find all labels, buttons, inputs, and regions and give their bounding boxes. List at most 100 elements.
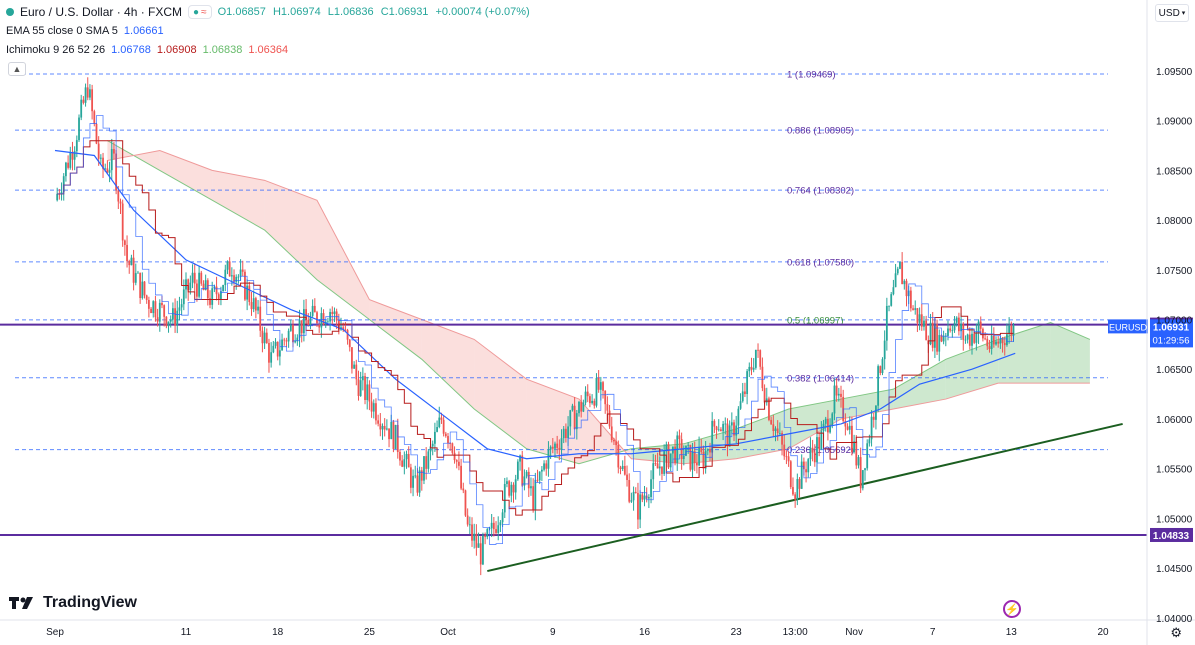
- candle-body: [217, 294, 220, 300]
- candle-body: [285, 340, 288, 342]
- candle-body: [855, 441, 858, 466]
- candle-body: [903, 280, 906, 285]
- candle-body: [920, 314, 923, 327]
- candle-body: [947, 328, 949, 336]
- candle-body: [929, 322, 932, 345]
- candle-body: [606, 404, 609, 411]
- currency-button[interactable]: USD ▾: [1155, 4, 1189, 22]
- candle-body: [154, 301, 157, 318]
- ichimoku-cloud-segment: [317, 200, 370, 320]
- candle-body: [630, 500, 633, 502]
- symbol-tag-bg: [1108, 319, 1148, 334]
- y-tick-label: 1.08500: [1156, 166, 1193, 177]
- candle-body: [813, 452, 816, 463]
- candle-body: [674, 446, 676, 464]
- candle-body: [888, 305, 890, 307]
- candle-body: [272, 345, 275, 353]
- candle-body: [973, 333, 976, 343]
- candle-body: [490, 522, 493, 529]
- candle-body: [637, 492, 639, 520]
- candle-body: [881, 359, 884, 374]
- y-tick-label: 1.05500: [1156, 465, 1193, 476]
- candle-body: [894, 273, 897, 288]
- candle-body: [276, 341, 279, 357]
- candle-body: [735, 425, 738, 436]
- candle-body: [543, 463, 545, 470]
- fib-level-label: 0.886 (1.08905): [787, 126, 854, 137]
- candle-body: [78, 117, 80, 141]
- candle-body: [392, 421, 395, 449]
- x-tick-label: 9: [550, 627, 556, 638]
- candle-body: [899, 262, 901, 269]
- candle-body: [62, 176, 65, 193]
- current-price-tag-bg: [1150, 319, 1193, 348]
- candle-body: [619, 467, 622, 470]
- candle-body: [381, 425, 384, 430]
- eye-icon[interactable]: ●: [193, 6, 200, 18]
- candle-body: [960, 323, 962, 332]
- candle-body: [357, 379, 360, 396]
- candle-body: [364, 376, 366, 400]
- candle-body: [807, 459, 810, 473]
- candle-body: [724, 423, 727, 425]
- candle-body: [414, 475, 417, 477]
- candle-body: [829, 425, 831, 433]
- candle-body: [200, 272, 203, 284]
- candle-body: [538, 471, 541, 481]
- ema-legend[interactable]: EMA 55 close 0 SMA 5 1.06661: [6, 25, 164, 37]
- candle-body: [840, 393, 842, 397]
- candle-body: [890, 294, 893, 306]
- candle-body: [468, 524, 471, 526]
- candle-body: [634, 491, 637, 493]
- candle-body: [156, 317, 159, 322]
- candle-body: [265, 332, 268, 343]
- candle-body: [560, 438, 563, 450]
- candle-body: [477, 543, 480, 548]
- candle-body: [379, 423, 382, 430]
- candle-body: [704, 450, 707, 469]
- candle-body: [792, 487, 794, 495]
- candle-body: [741, 391, 744, 402]
- lightning-icon[interactable]: ⚡: [1003, 600, 1021, 618]
- candle-body: [586, 391, 589, 397]
- candle-body: [97, 143, 100, 159]
- candle-body: [610, 426, 613, 440]
- candle-body: [689, 444, 692, 470]
- candle-body: [968, 334, 971, 346]
- candle-body: [691, 451, 694, 470]
- candle-body: [883, 340, 886, 360]
- candle-body: [359, 380, 362, 396]
- candle-body: [990, 335, 993, 350]
- candle-body: [300, 320, 303, 334]
- candle-body: [499, 522, 502, 526]
- candle-body: [597, 377, 600, 390]
- compare-icon[interactable]: ≈: [201, 6, 207, 18]
- candle-body: [56, 193, 59, 201]
- candle-body: [997, 341, 1000, 344]
- candle-body: [438, 417, 441, 428]
- currency-label: USD: [1158, 7, 1180, 19]
- candle-body: [787, 456, 790, 462]
- candle-body: [342, 327, 345, 330]
- candle-body: [506, 481, 508, 485]
- candle-body: [484, 535, 487, 537]
- y-tick-label: 1.04500: [1156, 564, 1193, 575]
- x-tick-label: Oct: [440, 627, 456, 638]
- candle-body: [512, 484, 515, 493]
- candle-body: [222, 285, 225, 292]
- candle-body: [966, 334, 969, 340]
- symbol-title[interactable]: Euro / U.S. Dollar · 4h · FXCM: [20, 5, 183, 19]
- candle-body: [67, 162, 69, 168]
- visibility-toggles[interactable]: ● ≈: [188, 5, 212, 19]
- ichimoku-cloud-segment: [736, 409, 789, 459]
- collapse-legend-button[interactable]: ▲: [8, 62, 26, 76]
- ichimoku-base-value: 1.06908: [156, 44, 197, 56]
- candle-body: [835, 385, 838, 396]
- candle-body: [523, 476, 526, 486]
- gear-icon[interactable]: ⚙: [1170, 625, 1182, 640]
- candle-body: [868, 439, 871, 444]
- candle-body: [750, 366, 753, 370]
- ichimoku-legend[interactable]: Ichimoku 9 26 52 26 1.06768 1.06908 1.06…: [6, 44, 288, 56]
- low-value: L1.06836: [327, 6, 374, 18]
